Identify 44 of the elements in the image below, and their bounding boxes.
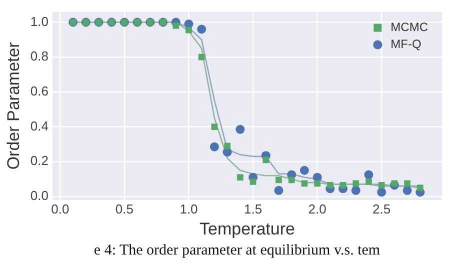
point <box>378 182 385 188</box>
legend-label: MCMC <box>390 20 428 34</box>
point <box>250 178 256 185</box>
point <box>172 22 180 29</box>
text: e 4: The order parameter at equilibrium v.s. tem <box>94 242 380 258</box>
point <box>224 142 230 150</box>
point <box>300 166 309 175</box>
point <box>197 24 206 34</box>
y-tick-label: 0.0 <box>30 188 48 204</box>
point <box>352 180 360 187</box>
x-tick-label: 0.0 <box>51 201 70 216</box>
point <box>211 124 218 130</box>
y-tick-label: 0.4 <box>30 118 48 134</box>
x-tick-label: 2.5 <box>372 201 391 216</box>
point <box>351 186 360 195</box>
point <box>326 182 334 188</box>
point <box>236 174 244 181</box>
point <box>340 182 346 188</box>
x-tick-label: 2.0 <box>308 201 326 216</box>
y-tick-label: 0.2 <box>30 153 48 168</box>
point <box>416 184 424 191</box>
point <box>377 188 386 197</box>
legend-label: MF-Q <box>390 37 422 52</box>
point <box>186 26 192 34</box>
y-tick-label: 0.6 <box>30 84 48 99</box>
point <box>366 178 372 185</box>
x-tick-label: 1.0 <box>180 201 198 216</box>
x-axis-title: Temperature <box>200 219 295 238</box>
point <box>364 170 374 180</box>
y-axis-title: Order Parameter <box>4 42 23 170</box>
point <box>274 186 284 195</box>
y-tick-label: 1.0 <box>30 14 48 29</box>
point <box>210 142 219 152</box>
point <box>288 176 295 184</box>
y-tick-label: 0.8 <box>30 48 48 64</box>
point <box>198 54 205 60</box>
x-tick-label: 0.5 <box>115 201 134 216</box>
point <box>314 180 320 187</box>
point <box>276 176 282 184</box>
point <box>402 186 412 195</box>
x-tick-label: 1.5 <box>244 201 262 216</box>
point <box>236 124 245 134</box>
point <box>404 180 410 187</box>
point <box>262 156 270 164</box>
